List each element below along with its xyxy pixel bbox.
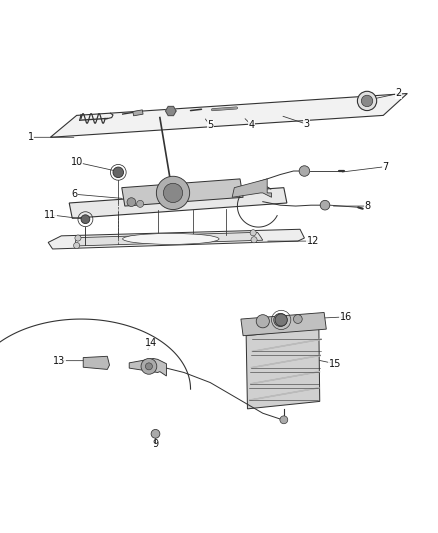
Text: 1: 1 bbox=[28, 132, 34, 142]
Text: 5: 5 bbox=[207, 120, 213, 131]
Text: 9: 9 bbox=[152, 439, 159, 449]
Circle shape bbox=[293, 314, 302, 324]
Circle shape bbox=[163, 183, 183, 203]
Polygon shape bbox=[246, 328, 320, 409]
Bar bbox=[133, 110, 143, 116]
Ellipse shape bbox=[123, 233, 219, 245]
Text: 4: 4 bbox=[249, 120, 255, 131]
Text: 12: 12 bbox=[307, 236, 319, 246]
Circle shape bbox=[145, 363, 152, 370]
Text: 6: 6 bbox=[71, 189, 78, 199]
Circle shape bbox=[274, 313, 287, 327]
Circle shape bbox=[361, 95, 373, 107]
Circle shape bbox=[127, 198, 136, 206]
Polygon shape bbox=[129, 359, 166, 376]
Circle shape bbox=[151, 430, 160, 438]
Text: 2: 2 bbox=[396, 88, 402, 99]
Circle shape bbox=[75, 235, 81, 241]
Text: 15: 15 bbox=[329, 359, 341, 369]
Polygon shape bbox=[48, 229, 304, 249]
Polygon shape bbox=[83, 356, 110, 369]
Circle shape bbox=[137, 200, 144, 207]
Text: 3: 3 bbox=[304, 119, 310, 129]
Polygon shape bbox=[122, 179, 243, 206]
Polygon shape bbox=[232, 179, 272, 197]
Circle shape bbox=[74, 243, 80, 248]
Polygon shape bbox=[75, 232, 263, 246]
Text: 7: 7 bbox=[382, 161, 389, 172]
Polygon shape bbox=[69, 188, 287, 219]
Text: 16: 16 bbox=[340, 312, 352, 322]
Text: 10: 10 bbox=[71, 157, 83, 167]
Circle shape bbox=[251, 237, 257, 243]
Circle shape bbox=[320, 200, 330, 210]
Text: 14: 14 bbox=[145, 338, 157, 348]
Circle shape bbox=[113, 167, 124, 177]
Polygon shape bbox=[241, 312, 326, 336]
Circle shape bbox=[275, 314, 287, 326]
Circle shape bbox=[81, 215, 90, 223]
Text: 11: 11 bbox=[44, 210, 57, 220]
Circle shape bbox=[141, 359, 157, 374]
Polygon shape bbox=[166, 107, 176, 116]
Text: 13: 13 bbox=[53, 356, 65, 366]
Polygon shape bbox=[249, 388, 319, 400]
Polygon shape bbox=[250, 372, 320, 384]
Circle shape bbox=[250, 230, 256, 236]
Text: 8: 8 bbox=[365, 201, 371, 211]
Circle shape bbox=[299, 166, 310, 176]
Circle shape bbox=[357, 91, 377, 110]
Polygon shape bbox=[251, 356, 321, 368]
Circle shape bbox=[280, 416, 288, 424]
Polygon shape bbox=[252, 339, 322, 351]
Circle shape bbox=[256, 314, 269, 328]
Polygon shape bbox=[50, 93, 407, 138]
Circle shape bbox=[156, 176, 190, 209]
